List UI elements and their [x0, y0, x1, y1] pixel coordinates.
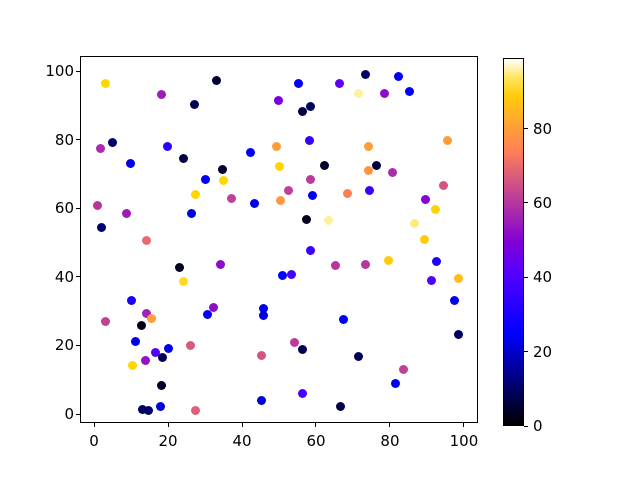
x-axis-tick-label: 100: [449, 432, 479, 450]
x-axis-tick-label: 20: [158, 432, 178, 450]
plot-area: [80, 56, 478, 423]
colorbar: [503, 58, 524, 426]
y-axis-tick-label: 20: [54, 336, 74, 355]
x-axis-tick: [241, 423, 243, 427]
x-axis-tick: [93, 423, 95, 427]
colorbar-tick: [524, 425, 528, 427]
colorbar-tick-label: 0: [533, 417, 543, 435]
colorbar-tick-label: 40: [533, 268, 553, 287]
x-axis-tick-label: 40: [232, 432, 252, 450]
x-axis-tick-label: 60: [306, 432, 326, 450]
y-axis-tick-label: 40: [54, 267, 74, 286]
colorbar-tick: [524, 128, 528, 130]
y-axis-tick-label: 100: [45, 62, 74, 81]
y-axis-tick-label: 0: [64, 405, 74, 424]
y-axis-tick-label: 60: [54, 199, 74, 218]
x-axis-tick: [167, 423, 169, 427]
colorbar-tick-label: 80: [533, 119, 553, 138]
x-axis-tick: [389, 423, 391, 427]
x-axis-tick-label: 80: [380, 432, 400, 450]
x-axis-tick: [315, 423, 317, 427]
colorbar-tick-label: 60: [533, 193, 553, 212]
x-axis-tick: [463, 423, 465, 427]
y-axis-tick-label: 80: [54, 130, 74, 149]
colorbar-tick-label: 20: [533, 342, 553, 361]
colorbar-tick: [524, 202, 528, 204]
colorbar-tick: [524, 276, 528, 278]
x-axis-tick-label: 0: [89, 432, 99, 450]
colorbar-tick: [524, 351, 528, 353]
